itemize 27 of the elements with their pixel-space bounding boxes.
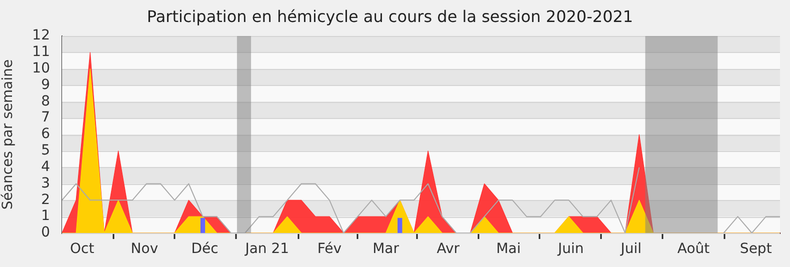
x-tick-label: Oct	[70, 241, 95, 258]
x-tick-label: Fév	[317, 241, 342, 258]
y-tick-label: 10	[32, 60, 50, 76]
y-tick-label: 9	[41, 76, 50, 93]
y-tick-label: 1	[41, 208, 50, 224]
x-tick-label: Jan 21	[244, 241, 290, 258]
x-tick-label: Avr	[436, 241, 460, 258]
x-tick-label: Juil	[620, 241, 642, 258]
x-tick-label: Juin	[556, 241, 584, 258]
x-tick-label: Mar	[372, 241, 400, 258]
y-tick-label: 5	[41, 142, 50, 159]
y-tick-label: 6	[41, 126, 50, 142]
x-tick-label: Sept	[740, 241, 772, 258]
y-tick-label: 11	[32, 44, 50, 60]
y-tick-label: 0	[41, 224, 50, 241]
y-tick-label: 2	[41, 192, 50, 208]
x-tick-label: Août	[677, 241, 710, 258]
y-axis-title: Séances par semaine	[0, 59, 16, 210]
y-tick-label: 4	[41, 158, 50, 175]
y-tick-label: 3	[41, 175, 50, 192]
x-tick-label: Mai	[496, 241, 521, 258]
chart-title: Participation en hémicycle au cours de la session 2020-2021	[146, 6, 634, 26]
x-tick-label: Déc	[191, 241, 218, 258]
x-tick-label: Nov	[130, 241, 158, 258]
y-tick-label: 12	[32, 28, 50, 44]
y-tick-label: 7	[41, 110, 50, 126]
y-tick-label: 8	[41, 93, 50, 110]
